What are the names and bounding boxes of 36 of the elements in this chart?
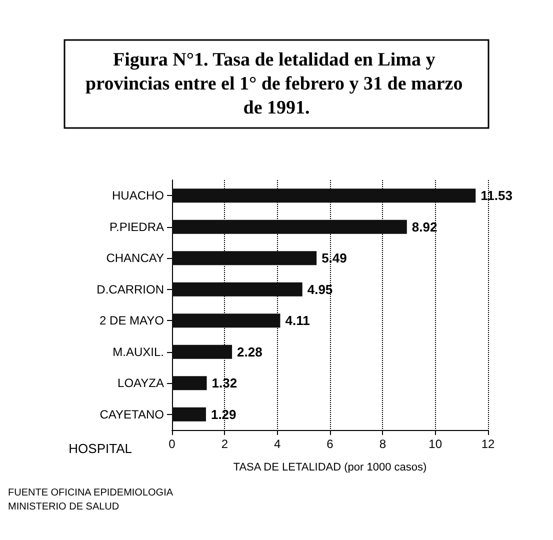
y-tick-label: HUACHO bbox=[112, 188, 164, 203]
y-tick-label: CHANCAY bbox=[106, 251, 164, 266]
y-tick-label: P.PIEDRA bbox=[110, 220, 164, 234]
y-tick-label: LOAYZA bbox=[118, 376, 164, 390]
bar bbox=[172, 251, 317, 266]
data-label: 8.92 bbox=[412, 219, 438, 234]
x-tick-label: 0 bbox=[168, 437, 176, 451]
bar bbox=[172, 282, 302, 296]
y-tick-label: M.AUXIL. bbox=[112, 344, 164, 359]
text: MINISTERIO DE SALUD bbox=[8, 502, 120, 512]
x-tick-label: 4 bbox=[274, 437, 281, 451]
y-axis-title: HOSPITAL bbox=[68, 441, 132, 456]
data-label: 2.28 bbox=[237, 344, 262, 360]
data-label: 5.49 bbox=[322, 250, 347, 266]
y-tick-label: 2 DE MAYO bbox=[100, 314, 164, 328]
x-tick-label: 10 bbox=[428, 437, 442, 451]
data-label: 1.29 bbox=[210, 406, 236, 422]
bar bbox=[172, 407, 206, 422]
bar bbox=[172, 220, 407, 234]
bar bbox=[172, 376, 207, 390]
data-label: 1.32 bbox=[212, 376, 238, 391]
x-tick-label: 8 bbox=[379, 437, 386, 451]
data-label: 11.53 bbox=[480, 188, 512, 204]
x-axis-title: TASA DE LETALIDAD (por 1000 casos) bbox=[233, 462, 427, 474]
y-tick-label: D.CARRION bbox=[96, 282, 164, 296]
chart-title: Figura N°1. Tasa de letalidad en Lima y provincias entre el 1° de febrero y 31 de marzo de 1991. bbox=[86, 50, 468, 118]
x-tick-label: 2 bbox=[221, 437, 228, 451]
x-tick-label: 6 bbox=[326, 437, 334, 451]
bar bbox=[172, 344, 232, 359]
bar bbox=[172, 314, 280, 328]
data-label: 4.11 bbox=[285, 313, 310, 328]
x-tick-label: 12 bbox=[481, 437, 495, 451]
data-label: 4.95 bbox=[307, 282, 333, 297]
bar bbox=[172, 188, 476, 203]
y-tick-label: CAYETANO bbox=[100, 407, 164, 422]
source-note: FUENTE OFICINA EPIDEMIOLOGIA bbox=[8, 488, 174, 498]
